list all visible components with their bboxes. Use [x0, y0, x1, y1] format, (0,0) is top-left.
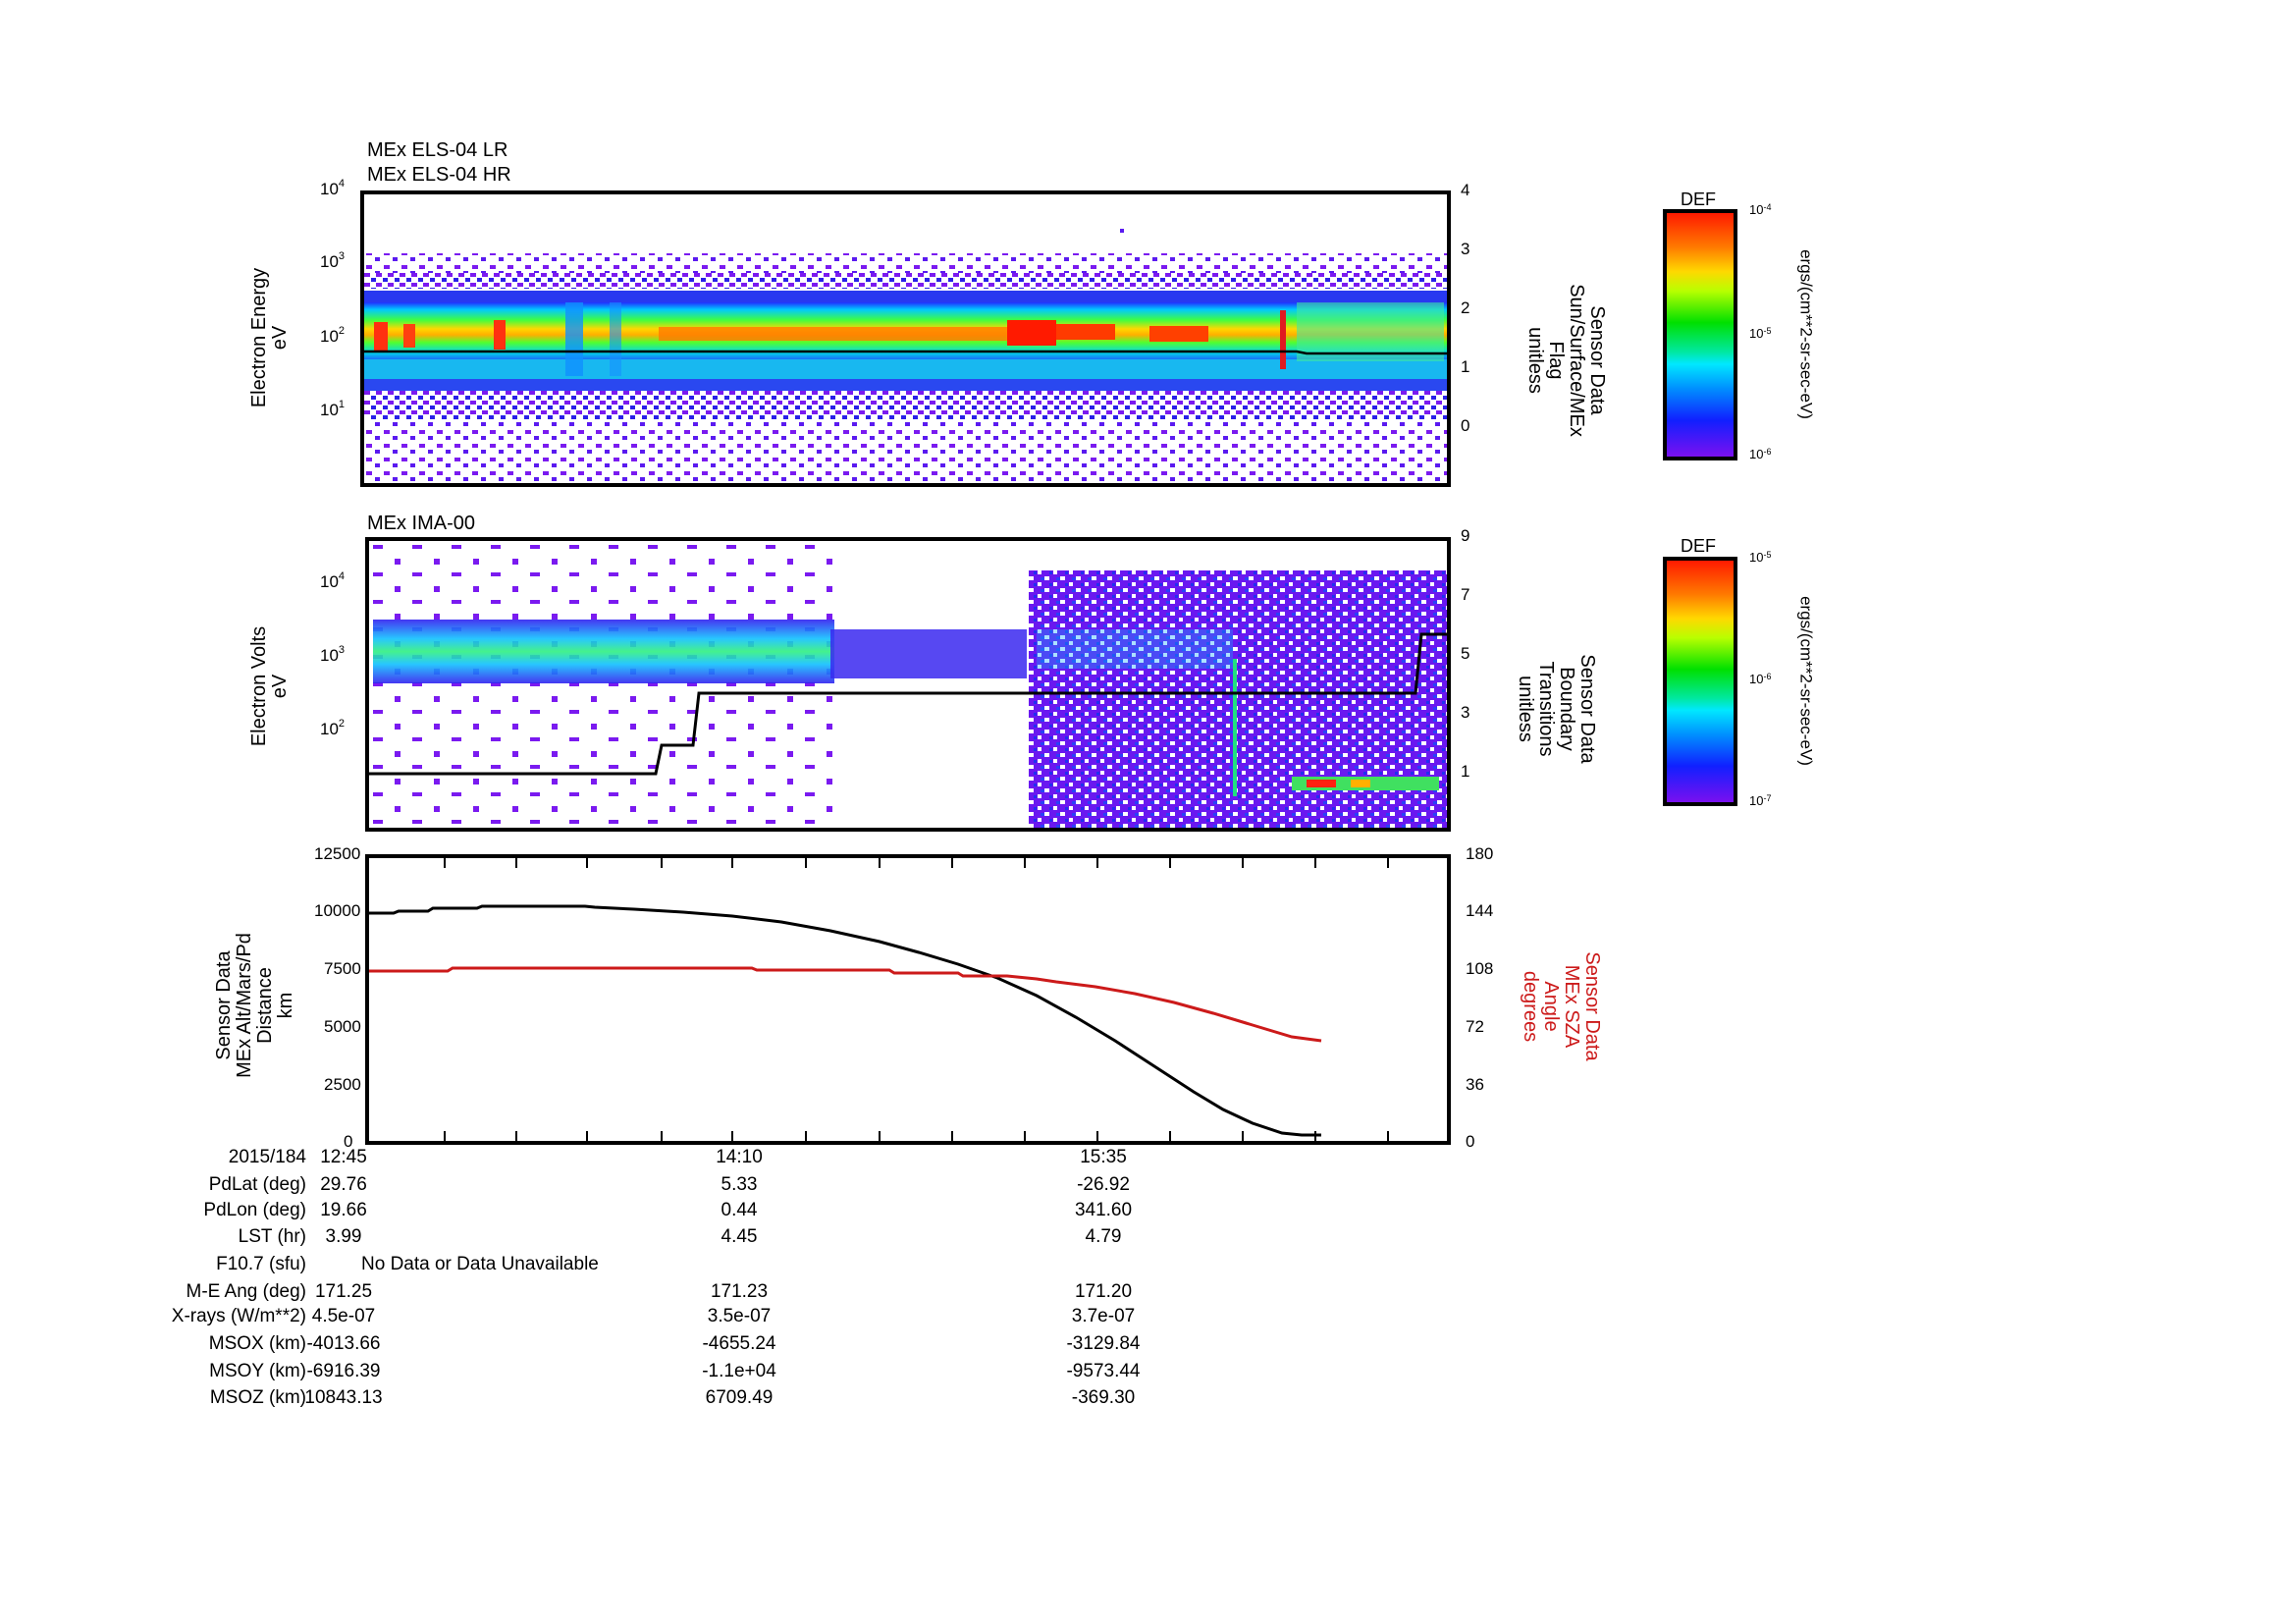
table-row-label: PdLon (deg)	[203, 1200, 306, 1220]
table-cell: -4655.24	[702, 1333, 776, 1354]
table-cell: 3.7e-07	[1071, 1306, 1136, 1326]
table-cell: -9573.44	[1066, 1361, 1141, 1381]
panel3-rtick: 72	[1466, 1017, 1484, 1036]
table-cell: -4013.66	[306, 1333, 381, 1354]
colorbar1-title: DEF	[1681, 189, 1716, 209]
panel2-ytick-1e4: 104	[320, 570, 346, 591]
panel3-ltick: 7500	[324, 959, 361, 978]
panel2-rtick: 9	[1461, 526, 1470, 545]
panel1-right-label: Sensor Data Sun/Surface/MEx Flag unitless	[1524, 284, 1608, 437]
panel2-rtick: 1	[1461, 762, 1470, 781]
colorbar2-tick-bot: 10-7	[1749, 793, 1772, 808]
panel3-plot-area	[365, 854, 1451, 1145]
panel2-ylabel: Electron Volts eV	[248, 625, 291, 747]
panel2-ytick-1e2: 102	[320, 718, 346, 738]
panel1-rtick: 1	[1461, 357, 1470, 376]
panel2-rtick: 5	[1461, 644, 1470, 663]
panel1-ytick-1e2: 102	[320, 325, 346, 346]
panel3-ylabel: Sensor Data MEx Alt/Mars/Pd Distance km	[213, 933, 296, 1078]
panel2-right-label: Sensor Data Boundary Transitions unitless	[1515, 654, 1598, 764]
panel3-right-label: Sensor Data MEx SZA Angle degrees	[1520, 951, 1603, 1061]
panel1-plot-area	[360, 190, 1451, 487]
panel1-rtick: 0	[1461, 416, 1470, 435]
colorbar1-tick-mid: 10-5	[1749, 326, 1772, 341]
colorbar2-units: ergs/(cm**2-sr-sec-eV)	[1796, 596, 1816, 766]
f107-no-data-note: No Data or Data Unavailable	[361, 1254, 599, 1274]
panel1-rtick: 3	[1461, 240, 1470, 258]
colorbar2	[1663, 557, 1737, 806]
table-cell: 4.45	[721, 1226, 758, 1247]
table-cell: 171.23	[710, 1281, 769, 1302]
colorbar2-title: DEF	[1681, 536, 1716, 556]
panel2-plot-area	[365, 537, 1451, 832]
altitude-sza-lines	[369, 858, 1389, 1141]
panel3-ltick: 10000	[314, 901, 361, 920]
panel2-rtick: 7	[1461, 585, 1470, 604]
table-cell: 4.5e-07	[311, 1306, 376, 1326]
colorbar1-units: ergs/(cm**2-sr-sec-eV)	[1796, 249, 1816, 419]
panel1-ytick-1e1: 101	[320, 399, 346, 419]
panel1-rtick: 2	[1461, 298, 1470, 317]
panel3-ltick: 5000	[324, 1017, 361, 1036]
table-cell: 15:35	[1080, 1147, 1127, 1167]
altitude-line	[369, 904, 1321, 1137]
table-cell: 0.44	[721, 1200, 758, 1220]
els-spectrogram	[364, 229, 1447, 483]
table-row-label: PdLat (deg)	[208, 1174, 306, 1195]
panel3-rtick: 144	[1466, 901, 1494, 920]
table-cell: 171.20	[1074, 1281, 1133, 1302]
panel2-rtick: 3	[1461, 703, 1470, 722]
colorbar2-tick-top: 10-5	[1749, 550, 1772, 565]
colorbar1-tick-bot: 10-6	[1749, 447, 1772, 461]
table-cell: 29.76	[320, 1174, 367, 1195]
table-row-label: LST (hr)	[238, 1226, 306, 1247]
table-cell: 12:45	[320, 1147, 367, 1167]
table-row-label: F10.7 (sfu)	[216, 1254, 306, 1274]
table-cell: -3129.84	[1066, 1333, 1141, 1354]
panel1-ytick-1e3: 103	[320, 250, 346, 271]
table-cell: -6916.39	[306, 1361, 381, 1381]
panel1-title-lr: MEx ELS-04 LR	[367, 139, 508, 161]
table-cell: 3.99	[325, 1226, 362, 1247]
table-cell: 10843.13	[304, 1387, 383, 1408]
table-cell: 341.60	[1074, 1200, 1133, 1220]
table-cell: 5.33	[721, 1174, 758, 1195]
table-cell: 3.5e-07	[707, 1306, 772, 1326]
panel3-rtick: 180	[1466, 844, 1494, 863]
table-cell: -1.1e+04	[702, 1361, 776, 1381]
colorbar2-tick-mid: 10-6	[1749, 672, 1772, 686]
panel3-rtick: 0	[1466, 1132, 1475, 1151]
sza-line	[369, 966, 1322, 1043]
table-cell: 6709.49	[705, 1387, 774, 1408]
panel2-ytick-1e3: 103	[320, 644, 346, 665]
table-cell: 19.66	[320, 1200, 367, 1220]
table-cell: -26.92	[1077, 1174, 1130, 1195]
table-cell: 4.79	[1085, 1226, 1122, 1247]
table-row-label: 2015/184	[228, 1147, 306, 1167]
table-row-label: M-E Ang (deg)	[186, 1281, 307, 1302]
panel3-ltick: 0	[344, 1132, 353, 1151]
panel2-title: MEx IMA-00	[367, 513, 476, 534]
panel1-ytick-1e4: 104	[320, 178, 346, 198]
table-row-label: MSOY (km)	[209, 1361, 306, 1381]
panel1-title-hr: MEx ELS-04 HR	[367, 164, 511, 186]
colorbar1-tick-top: 10-4	[1749, 202, 1772, 217]
table-row-label: MSOZ (km)	[209, 1387, 306, 1408]
panel1-ylabel: Electron Energy eV	[248, 267, 291, 408]
panel1-rtick: 4	[1461, 181, 1470, 199]
table-row-label: X-rays (W/m**2)	[171, 1306, 306, 1326]
ima-spectrogram	[369, 541, 1447, 828]
table-cell: 171.25	[314, 1281, 373, 1302]
colorbar1	[1663, 209, 1737, 460]
table-row-label: MSOX (km)	[208, 1333, 306, 1354]
table-cell: 14:10	[716, 1147, 763, 1167]
panel3-rtick: 108	[1466, 959, 1494, 978]
panel3-rtick: 36	[1466, 1075, 1484, 1094]
panel3-ltick: 12500	[314, 844, 361, 863]
table-cell: -369.30	[1071, 1387, 1136, 1408]
panel3-ltick: 2500	[324, 1075, 361, 1094]
